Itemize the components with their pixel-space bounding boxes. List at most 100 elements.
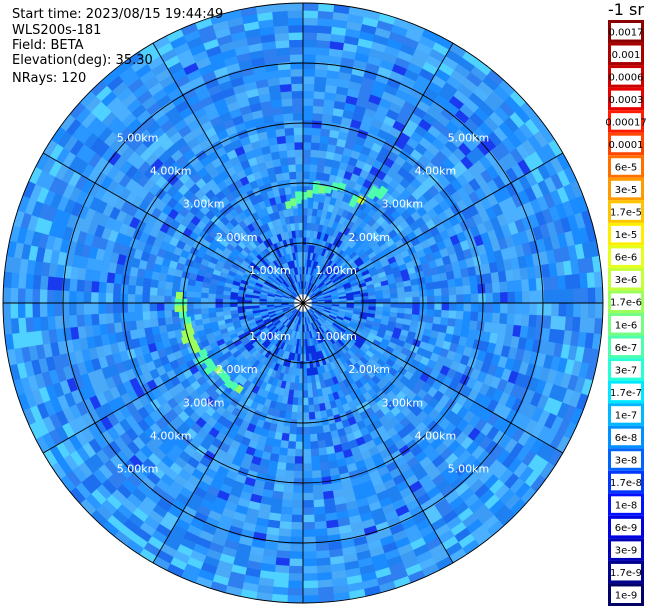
- radar-bin: [290, 68, 304, 77]
- radar-bin: [134, 293, 143, 304]
- radar-bin: [290, 411, 298, 421]
- radar-bin: [500, 302, 509, 314]
- radar-bin: [557, 275, 567, 290]
- radar-bin: [47, 276, 56, 291]
- radar-bin: [316, 32, 332, 42]
- radar-bin: [492, 292, 501, 304]
- radar-bin: [317, 10, 334, 20]
- radar-bin: [193, 297, 201, 304]
- radar-bin: [293, 470, 304, 479]
- radar-bin: [314, 528, 328, 538]
- radar-bin: [302, 54, 317, 63]
- colorbar-label: 6e-7: [615, 343, 638, 354]
- radar-bin: [302, 514, 315, 523]
- ring-label-5km: 5.00km: [117, 132, 159, 145]
- radar-bin: [529, 302, 538, 316]
- radar-bin: [288, 565, 304, 574]
- radar-bin: [289, 419, 298, 428]
- radar-bin: [278, 68, 292, 78]
- radar-bin: [468, 320, 478, 331]
- radar-bin: [432, 316, 442, 325]
- radar-bin: [484, 282, 494, 294]
- radar-bin: [320, 128, 331, 138]
- radar-bin: [397, 307, 406, 314]
- radar-bin: [278, 528, 292, 538]
- radar-bin: [302, 141, 312, 150]
- colorbar-label: 6e-6: [615, 253, 638, 264]
- radar-bin: [440, 317, 449, 327]
- radar-bin: [293, 134, 304, 143]
- radar-bin: [10, 287, 19, 304]
- radar-bin: [127, 284, 136, 295]
- radar-bin: [302, 134, 313, 143]
- colorbar-label: 0.001: [612, 50, 641, 61]
- radar-bin: [302, 426, 311, 435]
- radar-bin: [580, 302, 589, 319]
- ring-label-5km: 5.00km: [448, 462, 490, 475]
- radar-bin: [275, 128, 286, 138]
- radar-bin: [426, 289, 435, 297]
- radar-bin: [383, 298, 391, 304]
- radar-bin: [285, 134, 295, 144]
- radar-bin: [302, 2, 319, 11]
- radar-bin: [456, 302, 465, 312]
- radar-bin: [586, 317, 596, 334]
- radar-bin: [492, 302, 501, 314]
- radar-bin: [302, 419, 310, 428]
- radar-bin: [272, 17, 289, 27]
- radar-bin: [313, 90, 326, 100]
- radar-bin: [302, 222, 308, 231]
- radar-bin: [274, 32, 290, 42]
- radar-bin: [302, 587, 319, 596]
- radar-bin: [134, 285, 144, 295]
- radar-bin: [302, 521, 316, 531]
- radar-bin: [454, 318, 464, 329]
- ring-label-4km: 4.00km: [150, 165, 192, 178]
- colorbar-label: 1e-9: [615, 591, 638, 602]
- radar-bin: [119, 302, 128, 313]
- radar-bin: [157, 279, 166, 289]
- radar-bin: [310, 156, 319, 166]
- radar-bin: [275, 39, 290, 49]
- radar-bin: [128, 275, 138, 286]
- radar-bin: [25, 273, 34, 290]
- radar-bin: [244, 302, 253, 307]
- radar-bin: [156, 295, 165, 304]
- radar-bin: [411, 284, 420, 292]
- radar-bin: [484, 312, 494, 324]
- radar-bin: [405, 302, 413, 309]
- radar-bin: [316, 564, 332, 574]
- radar-bin: [299, 237, 304, 245]
- radar-bin: [17, 272, 27, 289]
- radar-bin: [97, 302, 106, 314]
- radar-bin: [280, 90, 293, 100]
- radar-bin: [314, 68, 328, 78]
- radar-bin: [389, 287, 398, 295]
- radar-bin: [353, 299, 362, 304]
- radar-bin: [302, 456, 312, 465]
- ring-label-1km: 1.00km: [249, 264, 291, 277]
- radar-bin: [222, 306, 231, 312]
- radar-bin: [149, 294, 158, 304]
- radar-bin: [290, 75, 304, 85]
- radar-bin: [302, 543, 317, 552]
- radar-bin: [383, 302, 391, 308]
- radar-bin: [462, 285, 472, 295]
- radar-bin: [279, 76, 292, 85]
- radar-bin: [397, 302, 406, 309]
- radar-bin: [310, 440, 319, 450]
- radar-bin: [313, 98, 325, 107]
- radar-bin: [572, 316, 581, 333]
- radar-bin: [32, 316, 42, 332]
- radar-bin: [507, 291, 516, 304]
- radar-bin: [573, 288, 582, 304]
- radar-bin: [105, 302, 114, 314]
- radar-bin: [307, 390, 314, 399]
- radar-bin: [282, 484, 294, 494]
- radar-bin: [311, 120, 323, 129]
- radar-bin: [313, 506, 326, 516]
- radar-bin: [313, 499, 325, 508]
- radar-bin: [448, 310, 457, 320]
- radar-bin: [17, 317, 27, 334]
- colorbar-label: 3e-6: [615, 275, 638, 286]
